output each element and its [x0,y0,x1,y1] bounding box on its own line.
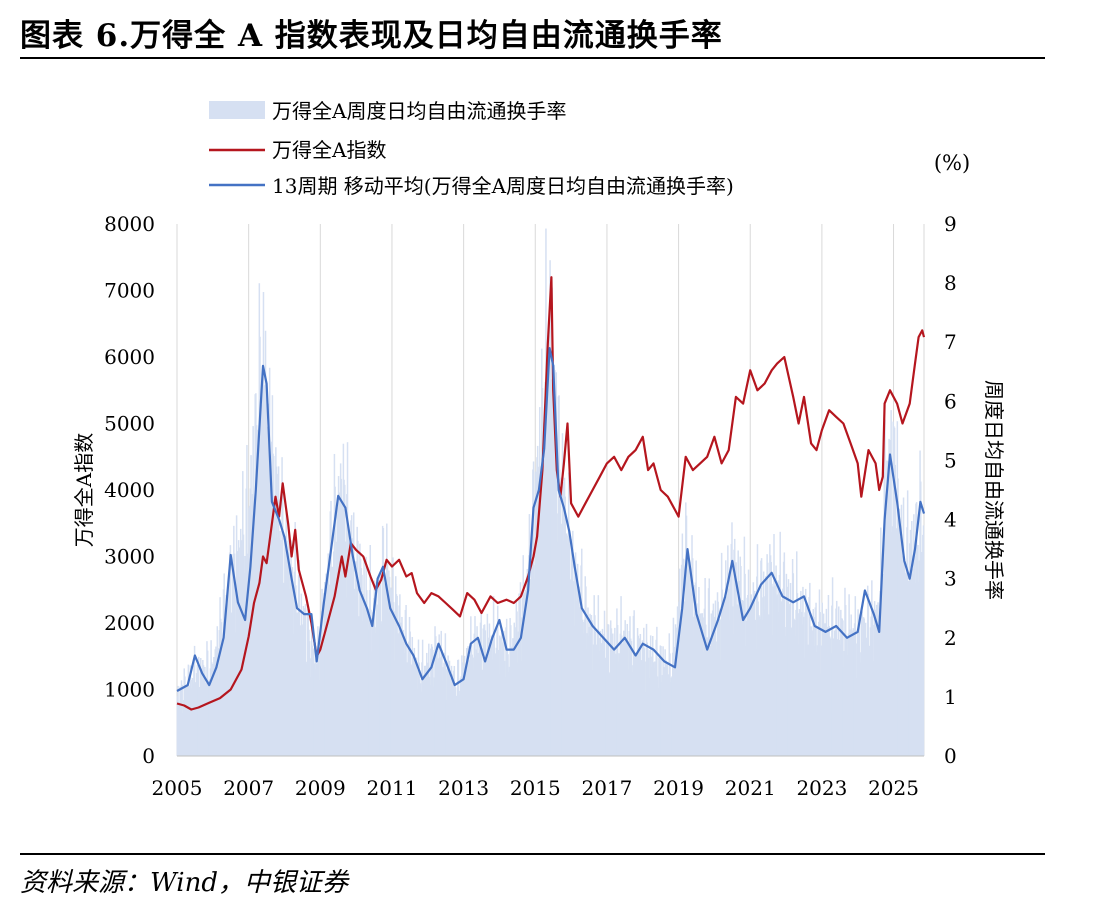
y-left-tick-label: 0 [142,744,155,768]
source-note: 资料来源：Wind，中银证券 [20,868,348,898]
y-right-tick-label: 2 [944,626,957,650]
x-tick-label: 2019 [653,776,704,800]
x-tick-label: 2021 [725,776,776,800]
y-right-tick-label: 7 [944,330,957,354]
y-left-tick-label: 8000 [104,212,155,236]
index-line [176,276,926,711]
x-tick-label: 2011 [367,776,418,800]
x-tick-label: 2017 [581,776,632,800]
legend-label-bars: 万得全A周度日均自由流通换手率 [272,99,566,123]
axes: 0 1000 2000 3000 4000 5000 6000 7000 8000 0 1 2 3 4 5 6… [72,151,1006,800]
chart: 0 1000 2000 3000 4000 5000 6000 7000 8000 0 1 2 3 4 5 6… [72,99,1006,800]
title-rule [20,57,1045,59]
turnover-bar [922,525,925,756]
legend-swatch-bars [209,101,265,119]
legend-label-index: 万得全A指数 [272,138,386,162]
turnover-bars [176,228,925,756]
page-title: 图表 6.万得全 A 指数表现及日均自由流通换手率 [20,18,723,54]
x-tick-label: 2007 [223,776,274,800]
y-right-tick-label: 8 [944,271,957,295]
y-right-unit: (%) [934,151,970,175]
series-lines [176,276,926,711]
x-tick-label: 2023 [796,776,847,800]
y-left-tick-label: 6000 [104,345,155,369]
y-left-tick-label: 3000 [104,545,155,569]
y-left-tick-label: 2000 [104,611,155,635]
y-right-tick-label: 5 [944,448,957,472]
y-right-tick-label: 1 [944,685,957,709]
footer-rule [20,853,1045,855]
y-right-tick-label: 9 [944,212,957,236]
y-left-tick-label: 7000 [104,279,155,303]
y-right-axis-title: 周度日均自由流通换手率 [982,380,1006,600]
y-left-tick-label: 4000 [104,478,155,502]
y-right-tick-label: 6 [944,389,957,413]
x-tick-label: 2025 [868,776,919,800]
legend-label-ma: 13周期 移动平均(万得全A周度日均自由流通换手率) [272,174,734,198]
y-left-tick-label: 5000 [104,412,155,436]
x-tick-label: 2015 [510,776,561,800]
y-left-tick-label: 1000 [104,678,155,702]
x-tick-label: 2013 [438,776,489,800]
y-right-tick-label: 0 [944,744,957,768]
y-right-tick-label: 4 [944,508,957,532]
y-right-tick-label: 3 [944,567,957,591]
x-tick-label: 2009 [295,776,346,800]
y-left-axis-title: 万得全A指数 [72,433,96,547]
x-tick-label: 2005 [152,776,203,800]
moving-average-line [176,347,926,692]
